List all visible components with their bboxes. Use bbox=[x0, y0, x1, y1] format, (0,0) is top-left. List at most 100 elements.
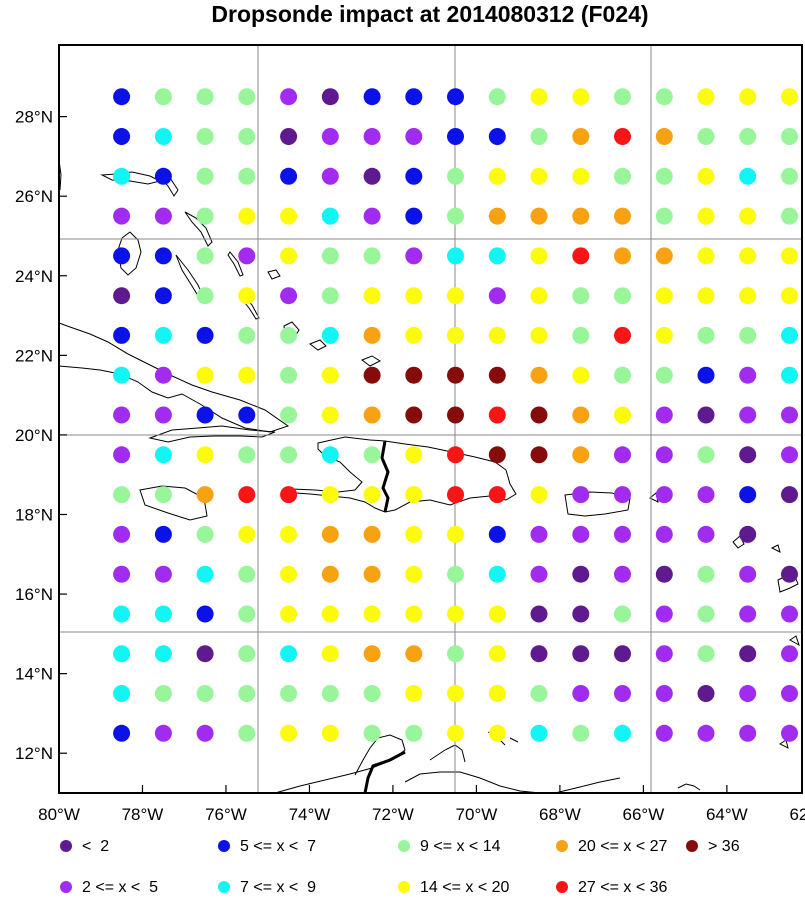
y-tick-label: 24°N bbox=[15, 267, 53, 286]
impact-dot bbox=[363, 287, 381, 305]
legend-swatch bbox=[556, 881, 568, 893]
impact-dot bbox=[655, 525, 673, 543]
impact-dot bbox=[781, 287, 798, 305]
impact-dot bbox=[405, 486, 423, 504]
y-tick-label: 12°N bbox=[15, 744, 53, 763]
impact-dot bbox=[321, 486, 339, 504]
impact-dot bbox=[697, 685, 715, 702]
x-tick-label: 62°W bbox=[789, 805, 805, 824]
impact-dot bbox=[154, 645, 172, 663]
impact-dot bbox=[321, 685, 339, 702]
impact-dot bbox=[739, 247, 757, 265]
y-tick-label: 22°N bbox=[15, 346, 53, 365]
impact-dot bbox=[447, 525, 464, 543]
impact-dot bbox=[405, 207, 423, 225]
impact-dot bbox=[614, 565, 631, 583]
impact-dot bbox=[781, 366, 798, 384]
impact-dot bbox=[697, 88, 715, 106]
impact-dot bbox=[739, 287, 757, 305]
impact-dot bbox=[280, 88, 298, 106]
impact-dot bbox=[154, 167, 172, 185]
impact-dot bbox=[572, 167, 590, 185]
impact-dot bbox=[321, 207, 339, 225]
y-axis-ticks: 28°N 26°N 24°N 22°N 20°N 18°N 16°N 14°N 12°N bbox=[15, 108, 67, 763]
impact-dot bbox=[280, 446, 298, 464]
impact-dot bbox=[363, 167, 381, 185]
impact-dot bbox=[488, 207, 506, 225]
impact-dot bbox=[321, 724, 339, 742]
impact-dot bbox=[321, 88, 339, 106]
impact-dot bbox=[572, 406, 590, 424]
impact-dot bbox=[572, 446, 590, 464]
impact-dot bbox=[113, 565, 131, 583]
impact-dot bbox=[530, 406, 548, 424]
impact-dot bbox=[530, 724, 548, 742]
impact-dot bbox=[447, 326, 464, 344]
impact-dot bbox=[614, 366, 631, 384]
impact-dot bbox=[196, 366, 214, 384]
jamaica-island bbox=[139, 485, 208, 521]
impact-dot bbox=[530, 326, 548, 344]
impact-dot bbox=[196, 287, 214, 305]
impact-dot bbox=[530, 685, 548, 702]
impact-dot bbox=[363, 685, 381, 702]
impact-dot bbox=[739, 128, 757, 145]
impact-dot bbox=[405, 247, 423, 265]
impact-dot bbox=[321, 167, 339, 185]
impact-dot bbox=[655, 207, 673, 225]
impact-dot bbox=[238, 247, 256, 265]
map-panel bbox=[58, 44, 803, 794]
impact-dot bbox=[154, 287, 172, 305]
impact-dot bbox=[321, 247, 339, 265]
impact-dot bbox=[280, 128, 298, 145]
impact-dot bbox=[488, 605, 506, 623]
x-tick-label: 68°W bbox=[539, 805, 581, 824]
impact-dot bbox=[154, 685, 172, 702]
impact-dot bbox=[488, 326, 506, 344]
impact-dot bbox=[614, 525, 631, 543]
impact-dot bbox=[405, 326, 423, 344]
impact-dot bbox=[405, 724, 423, 742]
impact-dot bbox=[488, 88, 506, 106]
impact-dot bbox=[113, 525, 131, 543]
impact-dot bbox=[321, 525, 339, 543]
impact-dot bbox=[447, 167, 464, 185]
bahamas-cat-island bbox=[227, 251, 244, 277]
impact-dot bbox=[405, 565, 423, 583]
impact-dot bbox=[238, 685, 256, 702]
impact-dot bbox=[488, 406, 506, 424]
impact-dot bbox=[321, 645, 339, 663]
impact-dot bbox=[154, 605, 172, 623]
impact-dot bbox=[488, 525, 506, 543]
impact-dot bbox=[739, 446, 757, 464]
impact-dot bbox=[280, 326, 298, 344]
impact-dot bbox=[196, 326, 214, 344]
impact-dot bbox=[739, 525, 757, 543]
impact-dot bbox=[154, 486, 172, 504]
impact-dot bbox=[655, 128, 673, 145]
legend-swatch bbox=[686, 840, 698, 852]
impact-dot bbox=[739, 366, 757, 384]
impact-dot bbox=[363, 605, 381, 623]
impact-dot bbox=[321, 406, 339, 424]
y-tick-label: 16°N bbox=[15, 585, 53, 604]
legend: < 2 5 <= x < 7 9 <= x < 14 20 <= x < 27 > 36… bbox=[60, 838, 740, 896]
impact-dot bbox=[488, 446, 506, 464]
impact-dot bbox=[238, 167, 256, 185]
impact-dot bbox=[405, 645, 423, 663]
x-tick-label: 80°W bbox=[38, 805, 80, 824]
impact-dot bbox=[614, 207, 631, 225]
impact-dots bbox=[113, 88, 798, 742]
impact-dot bbox=[488, 167, 506, 185]
impact-dot bbox=[697, 525, 715, 543]
legend-swatch bbox=[60, 840, 72, 852]
impact-dot bbox=[781, 88, 798, 106]
impact-dot bbox=[614, 88, 631, 106]
impact-dot bbox=[655, 724, 673, 742]
map-background bbox=[59, 45, 802, 793]
impact-dot bbox=[697, 724, 715, 742]
impact-dot bbox=[739, 685, 757, 702]
impact-dot bbox=[781, 685, 798, 702]
impact-dot bbox=[196, 685, 214, 702]
x-tick-label: 76°W bbox=[205, 805, 247, 824]
